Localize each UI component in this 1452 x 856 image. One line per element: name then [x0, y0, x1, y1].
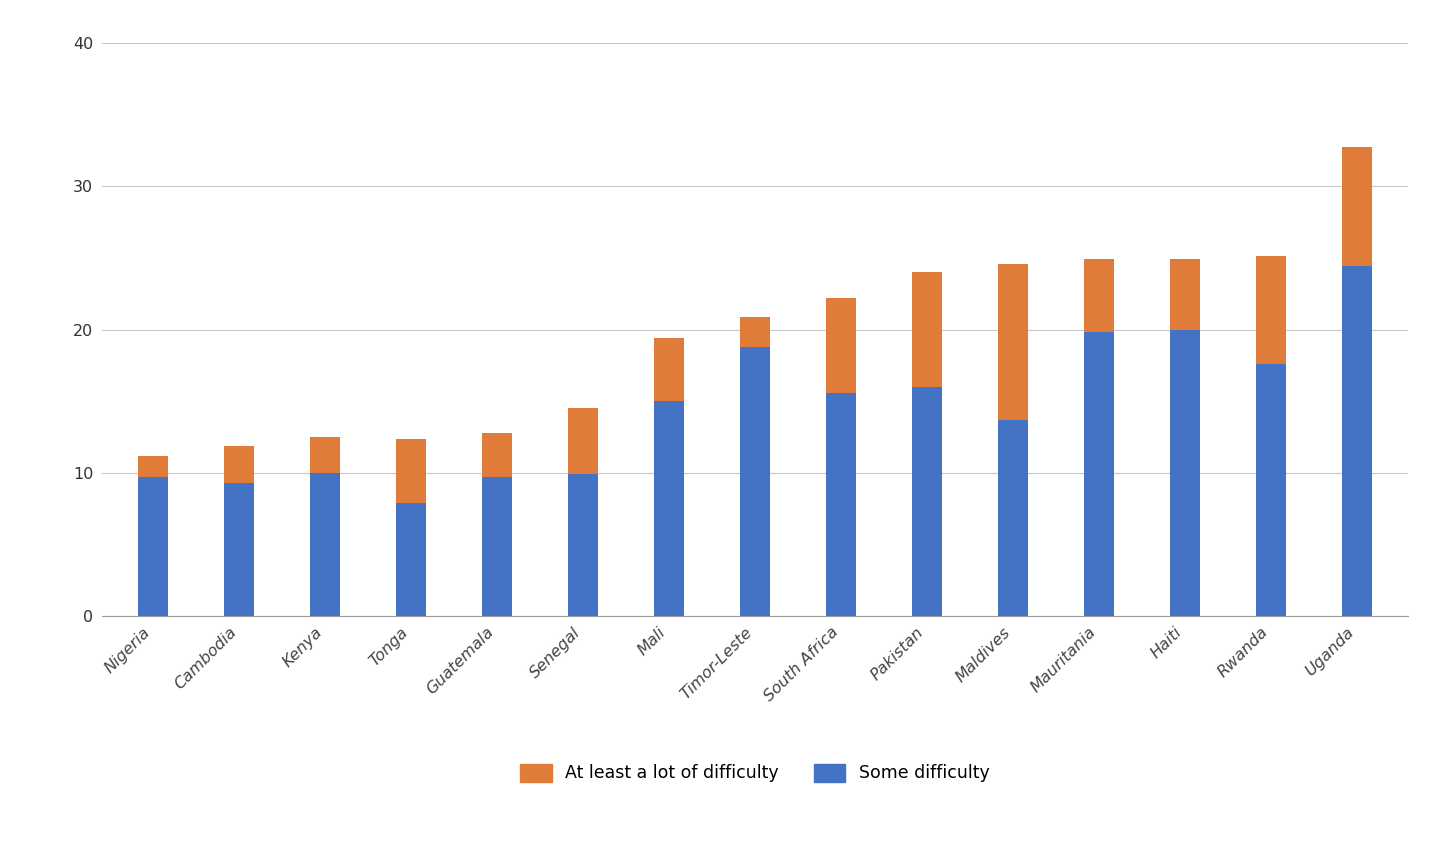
Bar — [1256, 364, 1286, 616]
Bar — [741, 317, 770, 347]
Bar — [912, 387, 942, 616]
Bar — [1170, 330, 1199, 616]
Bar — [912, 272, 942, 387]
Bar — [741, 347, 770, 616]
Bar — [482, 478, 513, 616]
Bar — [1170, 259, 1199, 330]
Bar — [1342, 266, 1372, 616]
Bar — [1083, 332, 1114, 616]
Bar — [311, 437, 340, 473]
Bar — [998, 420, 1028, 616]
Bar — [653, 401, 684, 616]
Bar — [826, 298, 857, 393]
Legend: At least a lot of difficulty, Some difficulty: At least a lot of difficulty, Some diffi… — [511, 755, 999, 791]
Bar — [138, 478, 168, 616]
Bar — [311, 473, 340, 616]
Bar — [998, 264, 1028, 420]
Bar — [653, 338, 684, 401]
Bar — [482, 433, 513, 478]
Bar — [224, 483, 254, 616]
Bar — [568, 408, 598, 474]
Bar — [396, 438, 427, 503]
Bar — [396, 503, 427, 616]
Bar — [826, 393, 857, 616]
Bar — [1256, 257, 1286, 364]
Bar — [138, 455, 168, 478]
Bar — [568, 474, 598, 616]
Bar — [224, 446, 254, 483]
Bar — [1083, 259, 1114, 332]
Bar — [1342, 147, 1372, 266]
